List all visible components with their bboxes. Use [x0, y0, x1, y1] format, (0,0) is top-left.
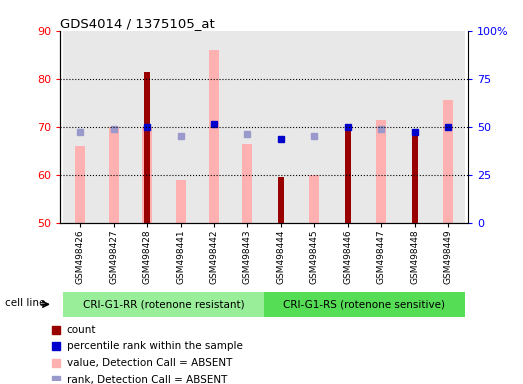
Bar — [164, 31, 197, 223]
Text: GDS4014 / 1375105_at: GDS4014 / 1375105_at — [60, 17, 215, 30]
Bar — [264, 31, 298, 223]
Bar — [209, 50, 219, 223]
Bar — [109, 127, 119, 223]
Bar — [144, 71, 150, 223]
Bar — [376, 119, 386, 223]
Bar — [443, 100, 453, 223]
Bar — [197, 31, 231, 223]
Bar — [331, 31, 365, 223]
Bar — [75, 146, 85, 223]
Text: CRI-G1-RS (rotenone sensitive): CRI-G1-RS (rotenone sensitive) — [283, 299, 446, 310]
Bar — [231, 31, 264, 223]
Bar — [63, 292, 264, 317]
Bar — [130, 31, 164, 223]
Bar — [242, 144, 253, 223]
Bar — [278, 177, 284, 223]
Bar — [431, 31, 465, 223]
Bar — [298, 31, 331, 223]
Bar — [142, 127, 152, 223]
Text: CRI-G1-RR (rotenone resistant): CRI-G1-RR (rotenone resistant) — [83, 299, 245, 310]
Text: value, Detection Call = ABSENT: value, Detection Call = ABSENT — [67, 358, 232, 368]
Bar — [264, 292, 465, 317]
Text: rank, Detection Call = ABSENT: rank, Detection Call = ABSENT — [67, 374, 227, 384]
Bar — [412, 134, 417, 223]
Bar — [345, 127, 351, 223]
Text: count: count — [67, 324, 96, 334]
Bar — [365, 31, 398, 223]
Bar — [309, 175, 319, 223]
Bar — [176, 180, 186, 223]
Text: percentile rank within the sample: percentile rank within the sample — [67, 341, 243, 351]
Bar — [398, 31, 431, 223]
Text: cell line: cell line — [5, 298, 45, 308]
Bar — [97, 31, 130, 223]
Bar — [63, 31, 97, 223]
